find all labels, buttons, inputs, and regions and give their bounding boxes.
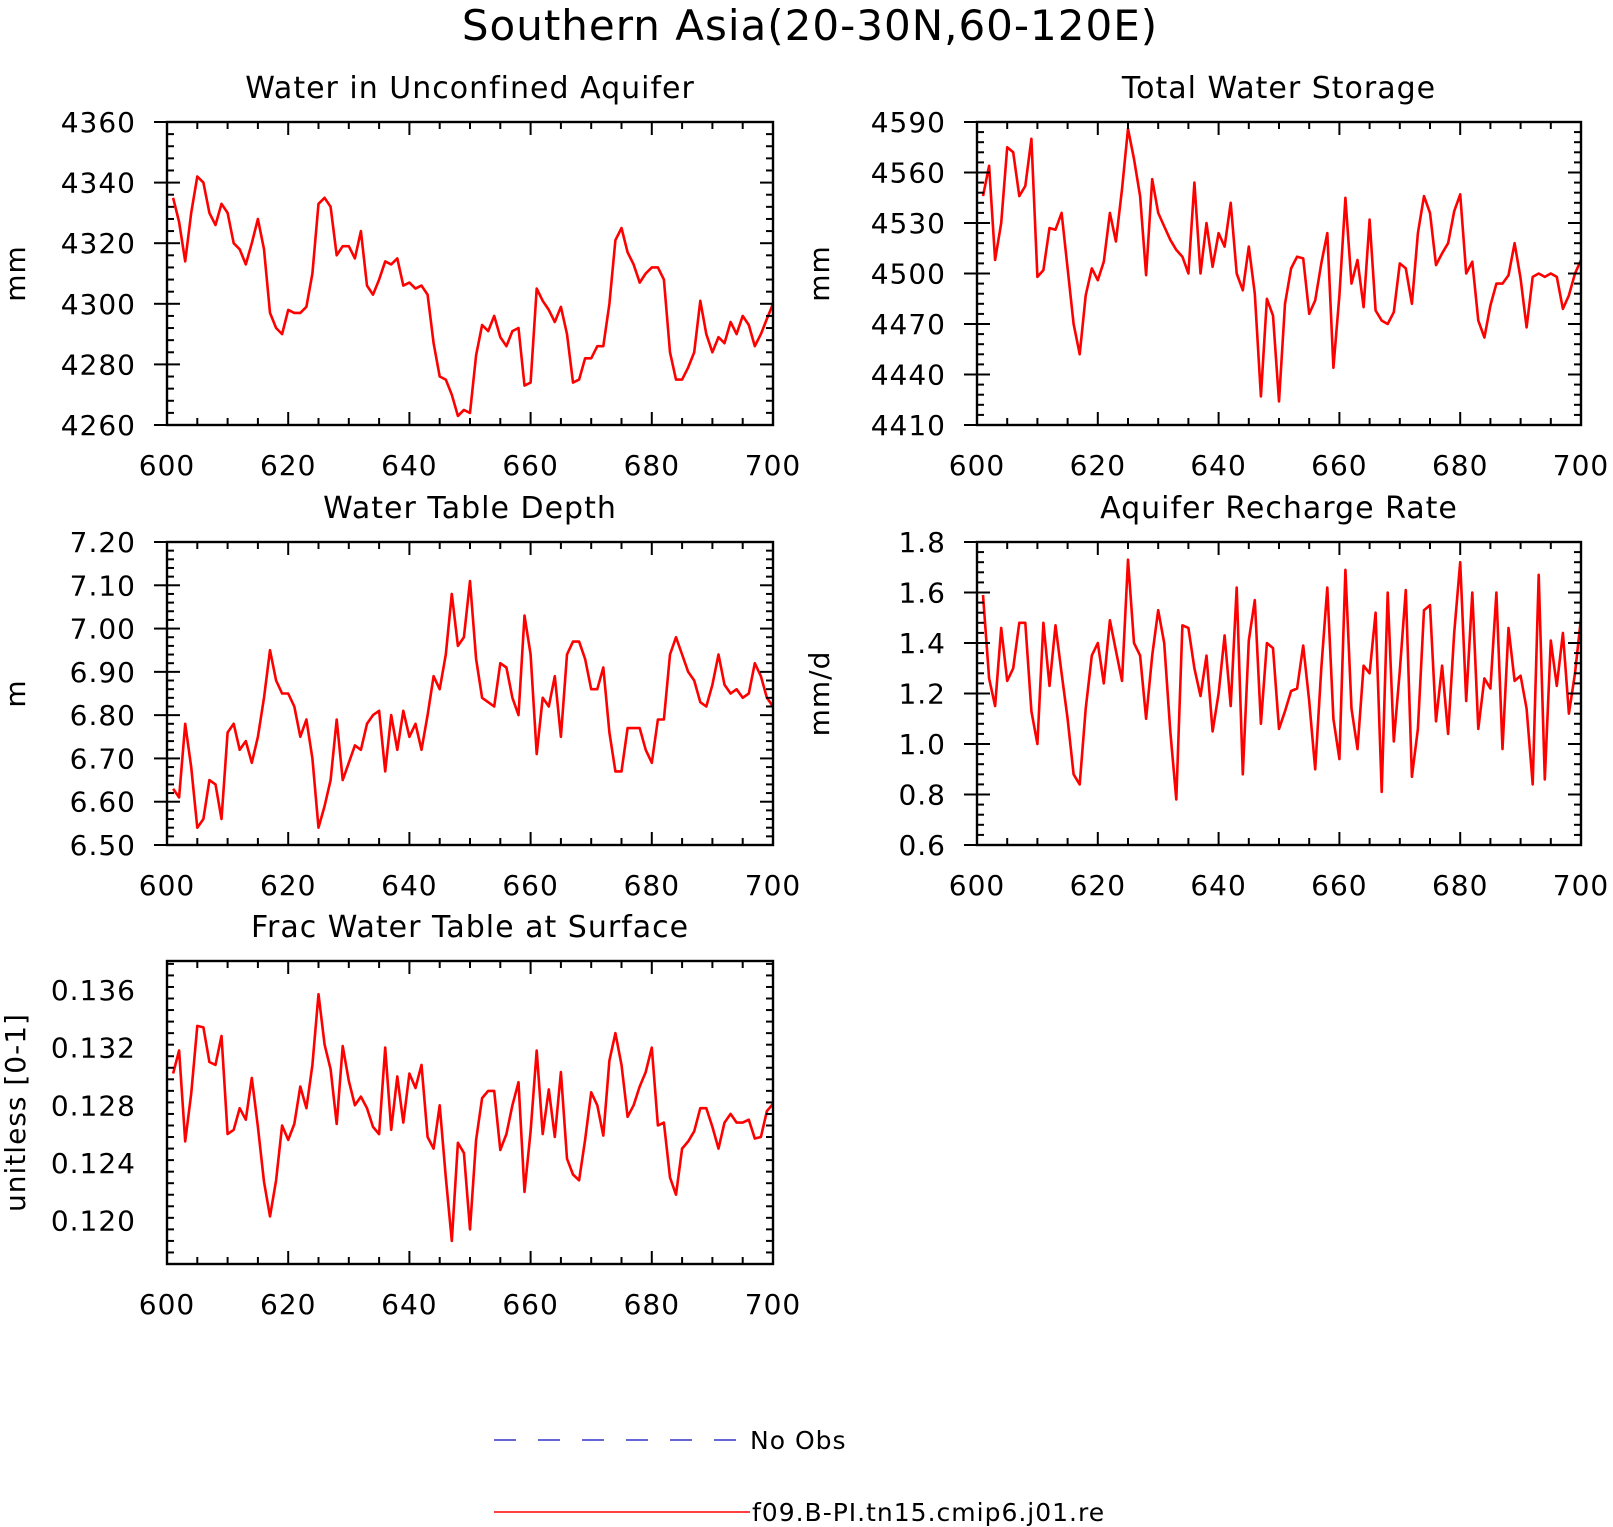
y-tick-label: 0.132: [51, 1032, 136, 1065]
x-tick-label: 680: [624, 869, 680, 902]
y-tick-label: 0.8: [898, 779, 946, 812]
y-tick-label: 6.90: [70, 656, 136, 689]
panel-title: Frac Water Table at Surface: [251, 910, 689, 945]
x-tick-label: 660: [502, 869, 558, 902]
y-tick-label: 4300: [61, 288, 136, 321]
y-tick-label: 7.10: [70, 569, 136, 602]
x-tick-label: 640: [381, 869, 437, 902]
y-axis-label: mm/d: [803, 651, 836, 737]
x-tick-label: 680: [624, 1288, 680, 1321]
y-tick-label: 1.8: [898, 526, 946, 559]
y-tick-label: 6.80: [70, 699, 136, 732]
y-tick-label: 4320: [61, 227, 136, 260]
y-tick-label: 4530: [871, 207, 946, 240]
y-tick-label: 0.120: [51, 1205, 136, 1238]
x-tick-label: 600: [949, 869, 1005, 902]
series-line-f09-b-pi-tn15-cmip6-j01-re: [981, 127, 1581, 403]
y-tick-label: 6.70: [70, 742, 136, 775]
y-tick-label: 7.20: [70, 526, 136, 559]
panel-total-water-storage: Total Water Storage 600 620 640 660 680 700 441…: [803, 71, 1609, 482]
x-tick-label: 660: [502, 449, 558, 482]
y-tick-label: 4260: [61, 409, 136, 442]
y-tick-label: 1.2: [898, 678, 946, 711]
series-line-f09-b-pi-tn15-cmip6-j01-re: [171, 175, 773, 418]
y-tick-label: 1.6: [898, 577, 946, 610]
y-tick-label: 4500: [871, 258, 946, 291]
x-tick-label: 600: [139, 869, 195, 902]
x-tick-label: 640: [1190, 449, 1246, 482]
y-axis-label: m: [0, 679, 32, 707]
y-axis-label: mm: [803, 245, 836, 302]
y-tick-label: 4340: [61, 167, 136, 200]
y-tick-label: 4470: [871, 308, 946, 341]
x-tick-label: 600: [139, 1288, 195, 1321]
series-line-f09-b-pi-tn15-cmip6-j01-re: [172, 579, 773, 830]
y-tick-label: 1.4: [898, 627, 946, 660]
y-tick-label: 4280: [61, 348, 136, 381]
panel-title: Total Water Storage: [1121, 71, 1436, 106]
y-tick-label: 4410: [871, 409, 946, 442]
panel-title: Water in Unconfined Aquifer: [245, 71, 695, 106]
y-axis-label: mm: [0, 245, 32, 302]
panel-water-in-unconfined-aquifer: Water in Unconfined Aquifer 600 620 640 660 6…: [0, 71, 801, 482]
y-tick-label: 6.50: [70, 829, 136, 862]
x-tick-label: 680: [624, 449, 680, 482]
x-tick-label: 700: [745, 1288, 801, 1321]
panel-aquifer-recharge-rate: Aquifer Recharge Rate 600 620 640 660 680 700 0…: [803, 491, 1609, 902]
series-line-f09-b-pi-tn15-cmip6-j01-re: [171, 992, 773, 1243]
legend-label-no-obs: No Obs: [750, 1426, 847, 1455]
panel-frac-water-table-at-surface: Frac Water Table at Surface 600 620 640 660 6…: [0, 910, 801, 1321]
series-line-f09-b-pi-tn15-cmip6-j01-re: [981, 558, 1581, 801]
x-tick-label: 700: [745, 869, 801, 902]
x-tick-label: 660: [1311, 869, 1367, 902]
x-tick-label: 620: [1070, 449, 1126, 482]
legend-label-model: f09.B-PI.tn15.cmip6.j01.re: [752, 1498, 1105, 1527]
x-tick-label: 600: [949, 449, 1005, 482]
x-tick-label: 620: [260, 449, 316, 482]
x-tick-label: 680: [1432, 869, 1488, 902]
y-tick-label: 0.128: [51, 1089, 136, 1122]
x-tick-label: 700: [1553, 449, 1609, 482]
legend-item-no-obs: No Obs: [494, 1426, 847, 1455]
legend-item-model: f09.B-PI.tn15.cmip6.j01.re: [494, 1498, 1105, 1527]
x-tick-label: 660: [502, 1288, 558, 1321]
y-tick-label: 7.00: [70, 613, 136, 646]
x-tick-label: 640: [1190, 869, 1246, 902]
legend: No Obs f09.B-PI.tn15.cmip6.j01.re: [494, 1426, 1105, 1527]
y-tick-label: 4440: [871, 359, 946, 392]
x-tick-label: 620: [260, 1288, 316, 1321]
x-tick-label: 620: [1070, 869, 1126, 902]
x-tick-label: 700: [745, 449, 801, 482]
panel-title: Water Table Depth: [323, 491, 617, 526]
x-tick-label: 600: [139, 449, 195, 482]
x-tick-label: 660: [1311, 449, 1367, 482]
x-tick-label: 680: [1432, 449, 1488, 482]
figure-title: Southern Asia(20-30N,60-120E): [462, 1, 1158, 50]
y-tick-label: 1.0: [898, 728, 946, 761]
panel-water-table-depth: Water Table Depth 600 620 640 660 680 700 6.50 6…: [0, 491, 801, 902]
y-axis-label: unitless [0-1]: [0, 1013, 32, 1212]
y-tick-label: 6.60: [70, 786, 136, 819]
x-tick-label: 640: [381, 449, 437, 482]
y-tick-label: 4590: [871, 106, 946, 139]
y-tick-label: 4360: [61, 106, 136, 139]
panels: Water in Unconfined Aquifer 600 620 640 660 6…: [0, 71, 1609, 1321]
y-tick-label: 0.124: [51, 1147, 136, 1180]
x-tick-label: 700: [1553, 869, 1609, 902]
y-tick-label: 4560: [871, 157, 946, 190]
x-tick-label: 620: [260, 869, 316, 902]
panel-title: Aquifer Recharge Rate: [1100, 491, 1458, 526]
y-tick-label: 0.136: [51, 974, 136, 1007]
x-tick-label: 640: [381, 1288, 437, 1321]
y-tick-label: 0.6: [898, 829, 946, 862]
